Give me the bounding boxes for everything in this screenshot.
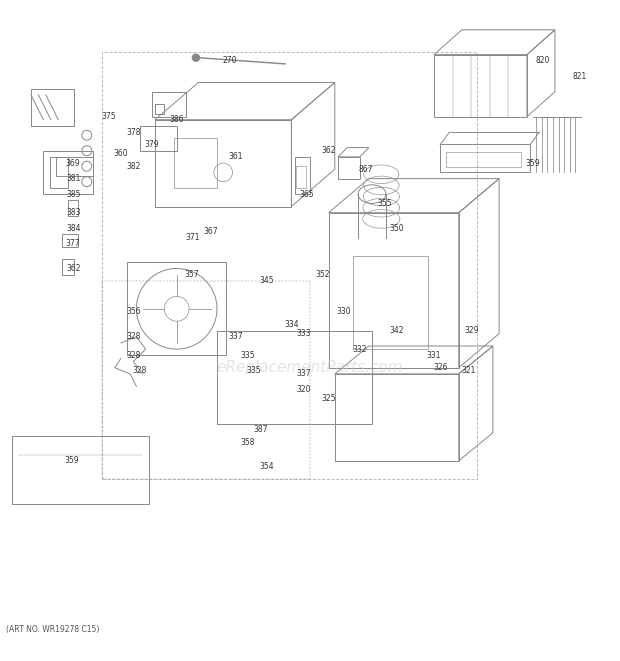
Text: 384: 384 xyxy=(66,223,81,233)
Text: 371: 371 xyxy=(185,233,200,242)
Text: 358: 358 xyxy=(241,438,255,447)
Text: 337: 337 xyxy=(228,332,243,341)
Text: 333: 333 xyxy=(296,329,311,338)
Bar xyxy=(50,157,68,188)
Bar xyxy=(152,92,186,116)
Text: eReplacementParts.com: eReplacementParts.com xyxy=(216,360,404,375)
Bar xyxy=(353,256,428,349)
Bar xyxy=(155,104,164,114)
Text: 335: 335 xyxy=(247,366,262,375)
Text: 345: 345 xyxy=(259,276,274,286)
Bar xyxy=(43,151,93,194)
Text: 355: 355 xyxy=(377,199,392,208)
Text: 820: 820 xyxy=(535,56,550,65)
Text: 382: 382 xyxy=(126,162,141,171)
Bar xyxy=(127,262,226,356)
Text: 350: 350 xyxy=(389,223,404,233)
Text: 387: 387 xyxy=(253,425,268,434)
Bar xyxy=(12,436,149,504)
Text: 365: 365 xyxy=(299,190,314,198)
Text: 325: 325 xyxy=(321,394,336,403)
Text: 359: 359 xyxy=(64,456,79,465)
Text: 378: 378 xyxy=(126,128,141,137)
Text: 328: 328 xyxy=(126,332,141,341)
Bar xyxy=(140,126,177,151)
Text: 357: 357 xyxy=(185,270,200,279)
Text: 330: 330 xyxy=(337,307,352,317)
Bar xyxy=(440,145,530,173)
Text: 360: 360 xyxy=(113,149,128,158)
Text: 385: 385 xyxy=(66,190,81,198)
Text: 328: 328 xyxy=(132,366,147,375)
Text: 359: 359 xyxy=(526,159,541,168)
Bar xyxy=(329,213,459,368)
Text: 375: 375 xyxy=(101,112,116,121)
Text: 342: 342 xyxy=(389,326,404,335)
Bar xyxy=(446,152,521,167)
Text: 383: 383 xyxy=(66,208,81,217)
Bar xyxy=(62,235,78,247)
Text: 270: 270 xyxy=(222,56,237,65)
Bar xyxy=(62,259,74,275)
Bar xyxy=(296,166,306,188)
Text: 326: 326 xyxy=(433,363,448,372)
Text: 377: 377 xyxy=(66,239,81,248)
Text: 328: 328 xyxy=(126,351,141,360)
Bar xyxy=(217,330,372,424)
Text: 821: 821 xyxy=(573,72,587,81)
Text: 334: 334 xyxy=(284,320,299,329)
Bar xyxy=(174,138,217,188)
Bar xyxy=(335,374,459,461)
Bar xyxy=(56,157,93,176)
Text: 329: 329 xyxy=(464,326,479,335)
Text: 369: 369 xyxy=(66,159,81,168)
Text: 367: 367 xyxy=(203,227,218,236)
Bar xyxy=(68,200,78,215)
Bar xyxy=(294,157,310,194)
Text: 381: 381 xyxy=(66,174,81,183)
Text: 362: 362 xyxy=(66,264,81,273)
Text: 867: 867 xyxy=(358,165,373,174)
Text: 356: 356 xyxy=(126,307,141,317)
Text: 337: 337 xyxy=(296,369,311,378)
Text: 320: 320 xyxy=(296,385,311,394)
Text: (ART NO. WR19278 C15): (ART NO. WR19278 C15) xyxy=(6,625,100,635)
Text: 352: 352 xyxy=(315,270,330,279)
Text: 386: 386 xyxy=(169,115,184,124)
Bar xyxy=(155,120,291,206)
Text: 335: 335 xyxy=(241,351,255,360)
Bar xyxy=(31,89,74,126)
Text: 379: 379 xyxy=(144,140,159,149)
Circle shape xyxy=(192,54,200,61)
Text: 321: 321 xyxy=(461,366,476,375)
Bar xyxy=(338,157,360,178)
Text: 354: 354 xyxy=(259,463,274,471)
Text: 332: 332 xyxy=(352,344,367,354)
Text: 361: 361 xyxy=(228,153,243,161)
Bar xyxy=(434,55,527,116)
Text: 331: 331 xyxy=(427,351,441,360)
Text: 362: 362 xyxy=(321,146,336,155)
